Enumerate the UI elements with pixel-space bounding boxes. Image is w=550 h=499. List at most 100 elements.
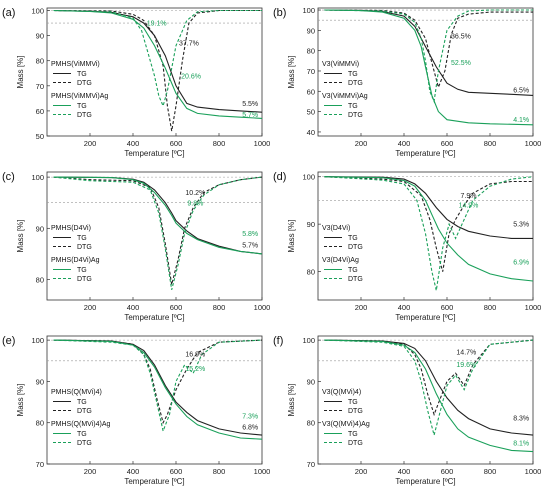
legend-entry-label: TG [348,103,358,110]
y-axis-label: Mass [%] [16,220,25,253]
x-tick-label: 400 [127,303,140,312]
y-tick-label: 100 [302,336,315,345]
y-tick-label: 50 [36,132,44,141]
percentage-annotation: 7.3% [242,414,258,421]
legend-entry-label: TG [77,431,87,438]
y-axis-label: Mass [%] [16,56,25,89]
y-tick-label: 80 [307,268,315,277]
x-tick-label: 1000 [525,303,542,312]
x-tick-label: 600 [441,467,454,476]
y-tick-label: 100 [302,6,315,15]
x-tick-label: 200 [84,303,97,312]
percentage-annotation: 14.9% [459,203,479,210]
legend-entry-label: TG [77,103,87,110]
legend-entry-label: DTG [77,80,92,87]
legend-entry-label: DTG [77,244,92,251]
x-axis-label: Temperature [ºC] [395,477,455,486]
series-line-green-dtg [324,339,533,438]
plot-frame [46,171,263,301]
x-tick-label: 200 [355,303,368,312]
percentage-annotation: 16.9% [185,352,205,359]
x-tick-label: 1000 [254,467,271,476]
plot-frame [46,7,263,137]
plot-frame [317,7,534,137]
legend-group-title: V3(Q(MVi)4) [322,389,361,396]
legend-entry-label: DTG [77,408,92,415]
y-tick-label: 70 [307,67,315,76]
percentage-annotation: 36.5% [451,33,471,40]
x-tick-label: 800 [484,467,497,476]
panel-label: (e) [2,335,15,347]
y-tick-label: 80 [307,47,315,56]
y-tick-label: 70 [36,460,44,469]
x-tick-label: 600 [170,467,183,476]
y-axis-label: Mass [%] [16,384,25,417]
percentage-annotation: 6.8% [242,425,258,432]
y-tick-label: 90 [307,26,315,35]
x-axis-label: Temperature [ºC] [395,149,455,158]
percentage-annotation: 9.8% [187,200,203,207]
legend-entry-label: TG [77,71,87,78]
x-tick-label: 600 [170,303,183,312]
legend-group-title: V3(ViMMVi)Ag [322,93,368,100]
x-tick-label: 400 [398,303,411,312]
series-line-green-dtg [324,176,533,291]
legend-entry-label: DTG [348,244,363,251]
x-tick-label: 1000 [525,467,542,476]
plot-frame [46,335,263,465]
percentage-annotation: 5.3% [513,222,529,229]
legend-group-title: PMHS(ViMMVi) [51,61,100,68]
series-line-black-tg [53,176,262,255]
y-tick-label: 90 [36,377,44,386]
series-line-black-dtg [324,9,533,89]
x-tick-label: 200 [84,467,97,476]
y-tick-label: 90 [36,32,44,41]
series-line-black-dtg [53,9,262,132]
legend-entry-label: TG [77,399,87,406]
series-line-black-tg [324,339,533,436]
y-tick-label: 90 [307,220,315,229]
x-tick-label: 600 [170,139,183,148]
x-tick-label: 200 [355,467,368,476]
legend-group-title: PMHS(ViMMVi)Ag [51,93,108,100]
series-line-green-dtg [53,339,262,433]
y-tick-label: 70 [307,460,315,469]
series-line-black-tg [53,9,262,113]
legend-group-title: V3(D4Vi) [322,225,350,232]
legend-entry-label: DTG [77,440,92,447]
percentage-annotation: 5.7% [242,112,258,119]
percentage-annotation: 4.1% [513,117,529,124]
y-tick-label: 90 [36,224,44,233]
x-tick-label: 400 [127,467,140,476]
legend-entry-label: TG [348,71,358,78]
chart-panel: (c) 80 90 100 200 400 600 800 1000 Temperature [º… [2,171,270,322]
x-tick-label: 1000 [254,139,271,148]
y-tick-label: 80 [36,57,44,66]
x-axis-label: Temperature [ºC] [395,313,455,322]
y-tick-label: 50 [307,108,315,117]
legend-entry-label: DTG [348,276,363,283]
series-line-green-dtg [53,176,262,290]
x-tick-label: 400 [398,467,411,476]
series-line-green-tg [324,176,533,282]
legend-entry-label: DTG [77,276,92,283]
percentage-annotation: 5.5% [242,101,258,108]
legend-group-title: V3(Q(MVi)4)Ag [322,421,370,428]
legend-group-title: PMHS(D4Vi)Ag [51,257,100,264]
chart-panel: (d) 80 90 100 200 400 600 800 1000 Temperature [º… [273,171,541,322]
series-line-black-dtg [53,339,262,425]
series-line-green-tg [53,176,262,255]
chart-panel: (b) 40 50 60 70 80 90 100 200 400 600 800 1000 Temper… [273,6,541,158]
legend-entry-label: DTG [348,112,363,119]
percentage-annotation: 14.7% [456,350,476,357]
y-tick-label: 100 [31,173,44,182]
y-axis-label: Mass [%] [287,384,296,417]
percentage-annotation: 5.7% [242,242,258,249]
legend-entry-label: TG [77,235,87,242]
y-tick-label: 100 [31,7,44,16]
legend-entry-label: TG [348,235,358,242]
legend-group-title: V3(ViMMVi) [322,61,359,68]
chart-panel: (e) 70 80 90 100 200 400 600 800 1000 Temperature … [2,335,270,486]
percentage-annotation: 7.9% [461,193,477,200]
panel-label: (c) [2,171,15,183]
